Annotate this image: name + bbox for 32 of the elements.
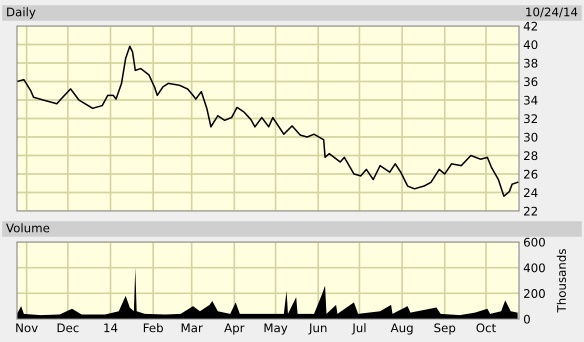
y-tick-label: 600	[524, 238, 545, 247]
x-tick-label: Nov	[16, 324, 38, 332]
x-tick-label: Sep	[434, 323, 456, 335]
y-tick-label: 22	[524, 206, 538, 216]
y-tick-label: 200	[524, 289, 545, 298]
y2-axis-title: Thousands	[556, 249, 566, 312]
x-tick-label: 14	[104, 324, 118, 332]
x-tick-label: Jul	[352, 323, 366, 334]
x-tick-label: Aug	[390, 324, 413, 335]
y-tick-label: 28	[524, 151, 538, 160]
x-tick-label: May	[264, 324, 288, 335]
y-tick-label: 32	[524, 114, 538, 124]
y-tick-label: 40	[524, 40, 538, 50]
y-tick-label: 26	[524, 170, 538, 179]
x-tick-label: Oct	[476, 323, 496, 332]
line-series	[17, 46, 518, 197]
x-tick-label: Mar	[182, 324, 203, 332]
chart-title: Volume	[6, 223, 50, 232]
y-tick-label: 30	[524, 132, 538, 142]
y-tick-label: 24	[524, 188, 538, 197]
y-tick-label: 42	[524, 22, 538, 30]
y-tick-label: 400	[524, 263, 545, 272]
x-tick-label: Feb	[144, 323, 163, 332]
y-tick-label: 36	[524, 77, 538, 86]
x-tick-label: Apr	[224, 324, 245, 335]
y-tick-label: 34	[524, 96, 538, 105]
x-tick-label: Dec	[58, 324, 79, 332]
text: 10/24/14	[526, 7, 578, 18]
y-tick-label: 38	[524, 58, 538, 68]
y-tick-label: 0	[524, 314, 530, 324]
chart-title: Daily	[7, 7, 36, 19]
x-tick-label: Jun	[308, 324, 326, 334]
